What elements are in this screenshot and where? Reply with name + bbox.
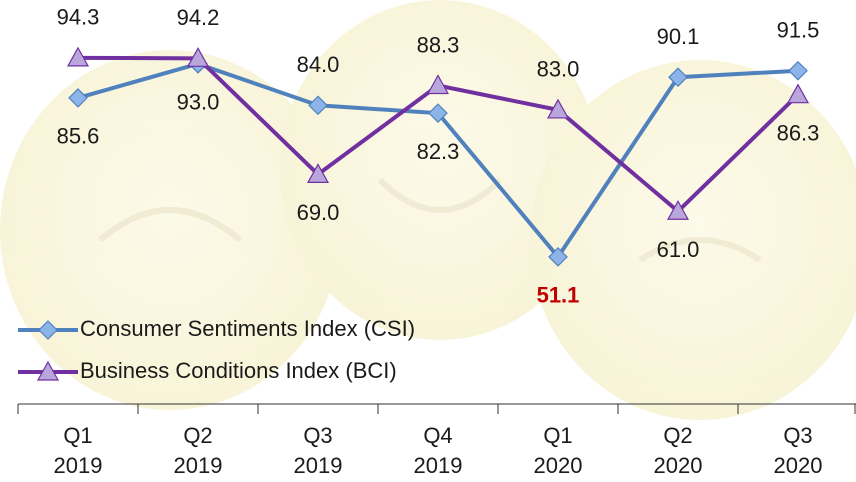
data-label: 82.3	[417, 139, 460, 164]
x-tick-label: Q2	[183, 423, 212, 448]
marker	[789, 62, 807, 80]
data-label: 61.0	[657, 237, 700, 262]
data-label: 93.0	[177, 90, 220, 115]
x-tick-label: Q4	[423, 423, 452, 448]
x-tick-label: Q3	[303, 423, 332, 448]
data-label: 91.5	[777, 18, 820, 43]
data-label: 94.3	[57, 5, 100, 30]
chart: Q1 2019 Q2 2019 Q3 2019 Q4 2019 Q1 2020 Q2 2020 Q3 20…	[0, 0, 856, 482]
data-label: 51.1	[537, 283, 580, 308]
data-label: 83.0	[537, 57, 580, 82]
x-tick-label: 2020	[774, 453, 823, 478]
x-tick-label: 2019	[294, 453, 343, 478]
x-tick-label: 2020	[654, 453, 703, 478]
legend-label: Business Conditions Index (BCI)	[80, 358, 397, 383]
data-label: 86.3	[777, 121, 820, 146]
x-tick-label: Q3	[783, 423, 812, 448]
x-tick-label: 2019	[174, 453, 223, 478]
data-label: 69.0	[297, 200, 340, 225]
data-label: 90.1	[657, 24, 700, 49]
x-tick-label: 2019	[54, 453, 103, 478]
data-label: 94.2	[177, 5, 220, 30]
data-label: 85.6	[57, 124, 100, 149]
x-tick-label: Q1	[543, 423, 572, 448]
data-label: 84.0	[297, 52, 340, 77]
x-tick-label: Q1	[63, 423, 92, 448]
data-label: 88.3	[417, 32, 460, 57]
x-tick-label: Q2	[663, 423, 692, 448]
legend-label: Consumer Sentiments Index (CSI)	[80, 316, 415, 341]
x-tick-label: 2019	[414, 453, 463, 478]
x-tick-label: 2020	[534, 453, 583, 478]
